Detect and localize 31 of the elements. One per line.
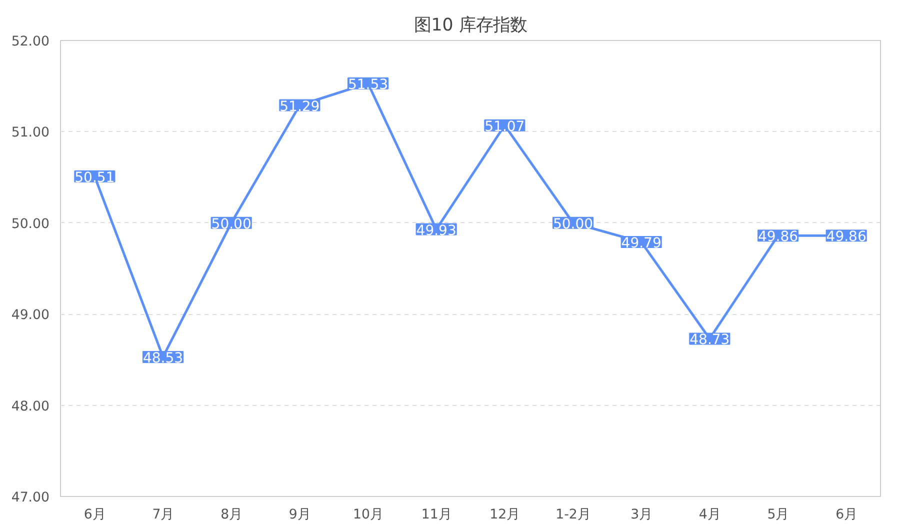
x-tick-label: 6月 bbox=[84, 508, 106, 522]
data-label: 51.29 bbox=[280, 98, 320, 115]
x-tick-label: 9月 bbox=[288, 508, 310, 522]
data-label: 49.86 bbox=[826, 229, 866, 246]
data-label: 50.51 bbox=[74, 170, 115, 186]
y-tick-label: 52.00 bbox=[11, 34, 50, 50]
x-tick-label: 1-2月 bbox=[556, 508, 590, 522]
data-label: 50.00 bbox=[211, 216, 252, 232]
x-tick-label: 10月 bbox=[353, 508, 383, 522]
x-tick-label: 11月 bbox=[421, 508, 452, 522]
y-tick-label: 49.00 bbox=[11, 308, 50, 324]
x-tick-label: 12月 bbox=[490, 508, 520, 522]
data-label: 49.93 bbox=[416, 222, 456, 239]
chart-title: 图10 库存指数 bbox=[414, 16, 527, 36]
data-label: 51.07 bbox=[484, 118, 525, 135]
data-label: 48.53 bbox=[142, 350, 184, 366]
x-tick-label: 8月 bbox=[220, 508, 242, 522]
data-label: 51.53 bbox=[348, 76, 388, 93]
data-label: 50.00 bbox=[552, 216, 594, 232]
data-label: 49.86 bbox=[758, 229, 798, 246]
data-label: 48.73 bbox=[690, 332, 730, 348]
y-tick-label: 50.00 bbox=[11, 216, 50, 232]
y-tick-label: 47.00 bbox=[11, 490, 50, 506]
y-tick-label: 51.00 bbox=[11, 126, 50, 141]
x-tick-label: 3月 bbox=[630, 508, 652, 522]
y-tick-label: 48.00 bbox=[11, 399, 50, 414]
x-tick-label: 5月 bbox=[767, 508, 789, 522]
data-label: 49.79 bbox=[621, 236, 662, 252]
x-tick-label: 4月 bbox=[698, 508, 720, 522]
x-tick-label: 7月 bbox=[152, 508, 174, 522]
x-tick-label: 6月 bbox=[836, 508, 858, 522]
